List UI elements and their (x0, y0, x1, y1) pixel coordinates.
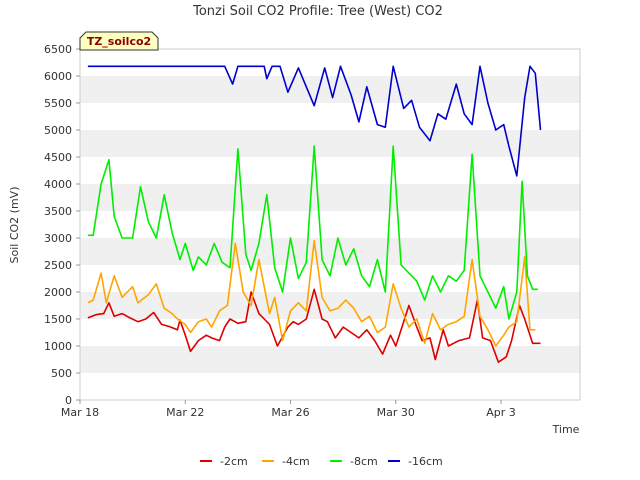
background-band (80, 319, 580, 346)
background-band (80, 211, 580, 238)
y-tick-label: 6500 (44, 43, 72, 56)
series-line-neg-2cm (87, 288, 541, 364)
background-band (80, 103, 580, 130)
y-tick-label: 4000 (44, 178, 72, 191)
y-tick-label: 3000 (44, 232, 72, 245)
x-tick-label: Apr 3 (486, 406, 516, 419)
background-band (80, 184, 580, 211)
y-tick-label: 1500 (44, 313, 72, 326)
y-tick-label: 5000 (44, 124, 72, 137)
legend-label: -2cm (220, 455, 248, 468)
background-band (80, 157, 580, 184)
series-lines (87, 65, 542, 364)
x-tick-label: Mar 22 (166, 406, 204, 419)
legend-label: -16cm (408, 455, 443, 468)
background-bands (80, 49, 580, 400)
chart-title: Tonzi Soil CO2 Profile: Tree (West) CO2 (192, 4, 443, 19)
y-tick-label: 2000 (44, 286, 72, 299)
x-axis-ticks: Mar 18 Mar 22 Mar 26 Mar 30 Apr 3 (61, 400, 516, 419)
plot-frame (79, 48, 581, 401)
y-axis-label: Soil CO2 (mV) (8, 187, 21, 264)
series-line-neg-8cm (87, 145, 538, 320)
x-tick-label: Mar 30 (377, 406, 415, 419)
y-tick-label: 4500 (44, 151, 72, 164)
legend-label: -8cm (350, 455, 378, 468)
y-tick-label: 3500 (44, 205, 72, 218)
x-tick-label: Mar 26 (271, 406, 309, 419)
y-tick-label: 500 (51, 367, 72, 380)
y-tick-label: 5500 (44, 97, 72, 110)
station-badge-label: TZ_soilco2 (87, 35, 151, 48)
background-band (80, 238, 580, 265)
series-line-neg-16cm (87, 65, 542, 177)
background-band (80, 346, 580, 373)
background-band (80, 49, 580, 76)
x-tick-label: Mar 18 (61, 406, 99, 419)
y-tick-label: 0 (65, 394, 72, 407)
y-tick-label: 1000 (44, 340, 72, 353)
background-band (80, 373, 580, 400)
station-badge-box (79, 31, 159, 51)
y-tick-label: 2500 (44, 259, 72, 272)
station-badge: TZ_soilco2 (79, 31, 159, 51)
x-axis-label: Time (552, 423, 580, 436)
y-axis-ticks: 0 500 1000 1500 2000 2500 3000 3500 4000 4500 5000… (44, 43, 80, 407)
series-line-neg-4cm (87, 239, 536, 347)
background-band (80, 130, 580, 157)
legend-label: -4cm (282, 455, 310, 468)
background-band (80, 265, 580, 292)
y-tick-label: 6000 (44, 70, 72, 83)
legend: -2cm -4cm -8cm -16cm (200, 455, 443, 468)
